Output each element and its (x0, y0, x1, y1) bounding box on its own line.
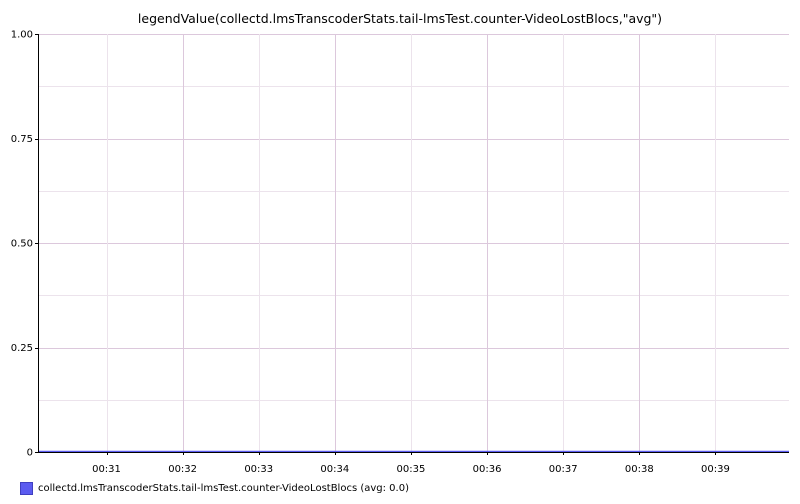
y-tick-label: 0.75 (11, 134, 33, 145)
legend-swatch (20, 482, 33, 495)
x-tick-label: 00:31 (92, 464, 121, 475)
x-tick-label: 00:39 (701, 464, 730, 475)
chart-title: legendValue(collectd.lmsTranscoderStats.… (138, 11, 662, 26)
x-tick-label: 00:37 (549, 464, 578, 475)
x-tick-label: 00:34 (320, 464, 349, 475)
grid-lines (38, 34, 789, 453)
x-tick-label: 00:35 (397, 464, 426, 475)
legend-label: collectd.lmsTranscoderStats.tail-lmsTest… (38, 483, 409, 494)
y-tick-label: 1.00 (11, 30, 33, 41)
legend: collectd.lmsTranscoderStats.tail-lmsTest… (20, 482, 409, 495)
y-tick-label: 0.25 (11, 343, 33, 354)
x-tick-label: 00:33 (244, 464, 273, 475)
y-tick-label: 0.50 (11, 239, 33, 250)
axes: 0 0.25 0.50 0.75 1.00 00:31 00:32 00:33 00:34 00:… (11, 30, 789, 475)
x-tick-label: 00:38 (625, 464, 654, 475)
x-tick-label: 00:36 (473, 464, 502, 475)
y-tick-label: 0 (27, 448, 33, 459)
x-tick-label: 00:32 (168, 464, 197, 475)
